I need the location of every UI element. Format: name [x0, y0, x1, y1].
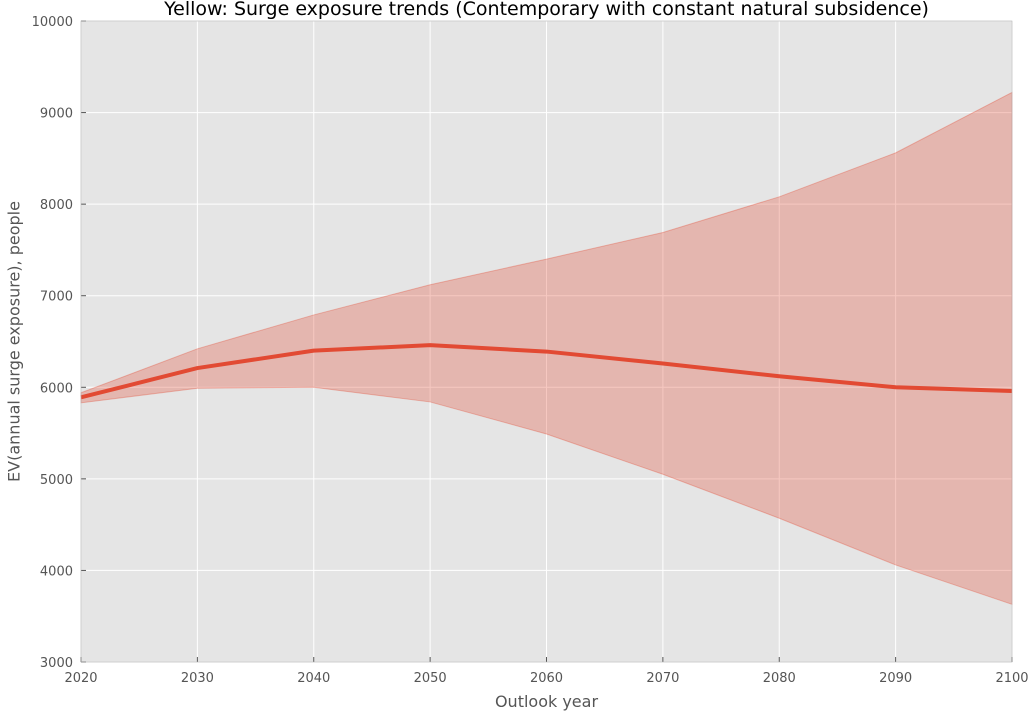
chart-title: Yellow: Surge exposure trends (Contempor… [163, 0, 929, 20]
series-line [80, 343, 1013, 400]
ticks-layer [80, 20, 1013, 663]
y-tick-label: 5000 [40, 473, 73, 488]
y-tick-label: 6000 [40, 381, 73, 396]
tick-labels: 2020 2030 2040 2050 2060 2070 2080 2090 2100 3000… [32, 15, 1028, 686]
y-tick-label: 9000 [40, 107, 73, 122]
x-tick-label: 2080 [763, 671, 796, 686]
x-tick-label: 2050 [414, 671, 447, 686]
y-tick-label: 7000 [40, 290, 73, 305]
plot-frame [80, 20, 1013, 663]
x-tick-label: 2100 [995, 671, 1028, 686]
x-tick-label: 2030 [181, 671, 214, 686]
y-tick-label: 8000 [40, 198, 73, 213]
series-layer [80, 343, 1013, 400]
y-axis-label: EV(annual surge exposure), people [5, 201, 24, 482]
x-tick-label: 2040 [297, 671, 330, 686]
x-axis-label: Outlook year [495, 692, 599, 711]
y-tick-label: 4000 [40, 564, 73, 579]
y-tick-label: 3000 [40, 656, 73, 671]
x-tick-label: 2090 [879, 671, 912, 686]
x-tick-label: 2060 [530, 671, 563, 686]
y-tick-label: 10000 [32, 15, 73, 30]
x-tick-label: 2020 [64, 671, 97, 686]
x-tick-label: 2070 [646, 671, 679, 686]
